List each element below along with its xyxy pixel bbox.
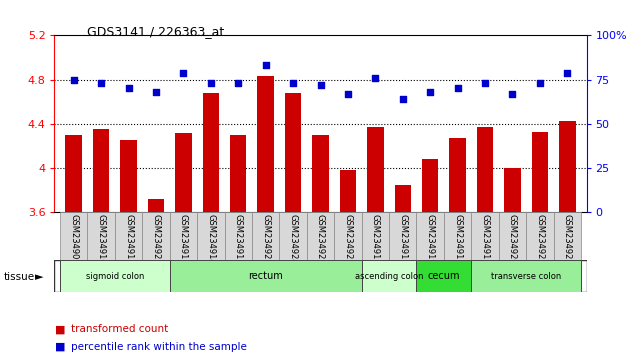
Bar (197, 212, 224, 260)
Bar (230, 135, 246, 212)
Text: ►: ► (35, 272, 44, 282)
Bar (142, 212, 170, 260)
Text: GSM234917: GSM234917 (481, 214, 490, 264)
Text: GSM234920: GSM234920 (508, 214, 517, 264)
Point (425, 89, 435, 95)
Point (178, 70, 188, 75)
Bar (175, 133, 192, 212)
Text: GSM234912: GSM234912 (453, 214, 462, 264)
Text: GSM234924: GSM234924 (288, 214, 297, 264)
Bar (422, 159, 438, 212)
Point (397, 96, 408, 102)
Bar (471, 212, 499, 260)
Bar (147, 199, 164, 212)
Bar (389, 212, 417, 260)
Text: GSM234915: GSM234915 (234, 214, 243, 264)
Text: transverse colon: transverse colon (491, 272, 562, 281)
Point (69, 77, 79, 82)
Point (535, 80, 545, 86)
Bar (504, 168, 520, 212)
Point (562, 70, 572, 75)
Bar (307, 212, 334, 260)
Bar (526, 212, 554, 260)
Point (233, 80, 244, 86)
Bar (362, 212, 389, 260)
Bar (554, 212, 581, 260)
Text: GSM234926: GSM234926 (151, 214, 160, 264)
Bar (170, 260, 362, 292)
Bar (285, 93, 301, 212)
Point (96, 80, 106, 86)
Point (343, 91, 353, 97)
Bar (449, 138, 466, 212)
Bar (417, 260, 471, 292)
Point (151, 89, 161, 95)
Text: ■: ■ (54, 324, 65, 334)
Bar (362, 260, 417, 292)
Bar (224, 212, 252, 260)
Text: GSM234916: GSM234916 (124, 214, 133, 264)
Bar (121, 141, 137, 212)
Bar (93, 130, 110, 212)
Bar (395, 185, 411, 212)
Text: GSM234914: GSM234914 (206, 214, 215, 264)
Bar (279, 212, 307, 260)
Point (288, 80, 298, 86)
Point (206, 80, 216, 86)
Bar (60, 212, 87, 260)
Bar (65, 135, 82, 212)
Bar (477, 127, 494, 212)
Text: GSM234923: GSM234923 (261, 214, 270, 264)
Text: GSM234909: GSM234909 (69, 214, 78, 264)
Bar (334, 212, 362, 260)
Text: GSM234913: GSM234913 (371, 214, 380, 264)
Bar (60, 260, 170, 292)
Text: GDS3141 / 226363_at: GDS3141 / 226363_at (87, 25, 224, 38)
Bar (559, 121, 576, 212)
Text: GSM234921: GSM234921 (535, 214, 544, 264)
Point (370, 75, 381, 81)
Bar (170, 212, 197, 260)
Text: GSM234911: GSM234911 (179, 214, 188, 264)
Bar (115, 212, 142, 260)
Bar (252, 212, 279, 260)
Bar (312, 135, 329, 212)
Point (260, 63, 271, 68)
Bar (258, 76, 274, 212)
Point (453, 86, 463, 91)
Bar (87, 212, 115, 260)
Text: GSM234927: GSM234927 (344, 214, 353, 264)
Text: ■: ■ (54, 342, 65, 352)
Text: GSM234918: GSM234918 (398, 214, 407, 264)
Point (480, 80, 490, 86)
Bar (444, 212, 471, 260)
Text: GSM234919: GSM234919 (426, 214, 435, 264)
Bar (531, 132, 548, 212)
Text: GSM234910: GSM234910 (97, 214, 106, 264)
Text: transformed count: transformed count (71, 324, 168, 334)
Bar (499, 212, 526, 260)
Bar (367, 127, 383, 212)
Text: rectum: rectum (248, 271, 283, 281)
Bar (203, 93, 219, 212)
Text: ascending colon: ascending colon (355, 272, 423, 281)
Text: GSM234922: GSM234922 (563, 214, 572, 264)
Point (124, 86, 134, 91)
Point (315, 82, 326, 88)
Bar (471, 260, 581, 292)
Text: sigmoid colon: sigmoid colon (86, 272, 144, 281)
Text: tissue: tissue (3, 272, 35, 282)
Text: cecum: cecum (428, 271, 460, 281)
Point (507, 91, 517, 97)
Text: GSM234925: GSM234925 (316, 214, 325, 264)
Bar (417, 212, 444, 260)
Bar (340, 170, 356, 212)
Text: percentile rank within the sample: percentile rank within the sample (71, 342, 246, 352)
